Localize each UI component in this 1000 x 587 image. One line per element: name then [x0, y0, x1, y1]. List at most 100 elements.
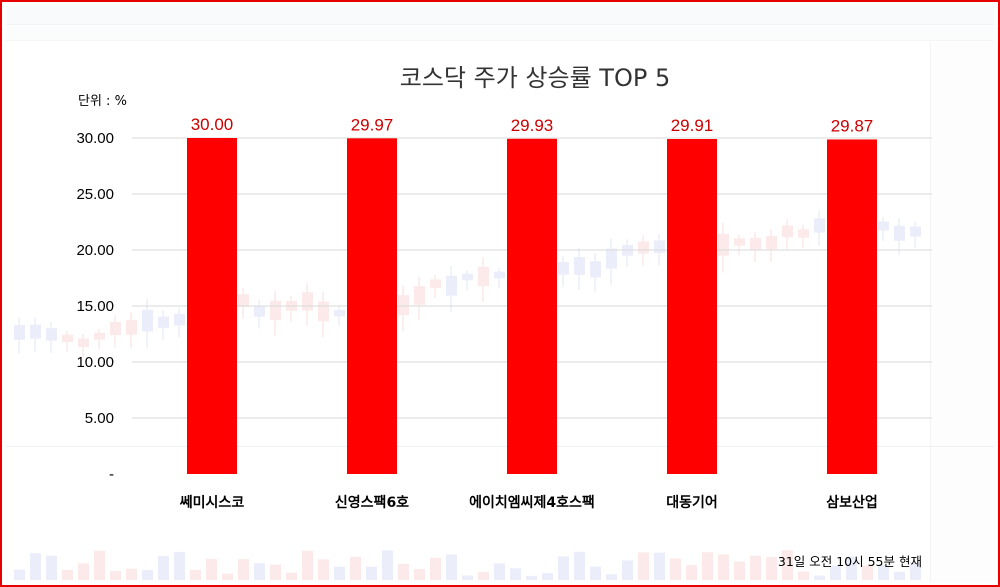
candle-body	[398, 295, 409, 316]
candle-body	[750, 237, 761, 251]
candle-body	[254, 305, 265, 317]
data-label: 29.93	[511, 116, 554, 135]
candle-body	[638, 241, 649, 254]
volume-bar	[814, 575, 825, 580]
candle-body	[302, 292, 313, 311]
data-label: 29.91	[671, 116, 714, 135]
candle-body	[478, 266, 489, 287]
volume-bar	[670, 558, 681, 580]
volume-bar	[798, 571, 809, 580]
volume-bar	[910, 562, 921, 580]
candle-body	[558, 262, 569, 275]
volume-bar	[766, 557, 777, 580]
timestamp-note: 31일 오전 10시 55분 현재	[778, 554, 922, 569]
volume-bar	[334, 566, 345, 580]
volume-bar	[430, 557, 441, 580]
candle-body	[334, 310, 345, 317]
category-label: 신영스팩6호	[335, 494, 409, 511]
volume-bar	[94, 550, 105, 580]
volume-bar	[30, 553, 41, 580]
volume-bar	[862, 565, 873, 580]
candle-body	[782, 225, 793, 238]
candle-body	[174, 313, 185, 326]
background-volume-divider	[6, 446, 994, 447]
candle-body	[878, 221, 889, 231]
volume-bar	[110, 571, 121, 580]
data-label: 30.00	[191, 115, 234, 134]
y-axis-tick-labels: - 5.00 10.00 15.00 20.00 25.00 30.00	[76, 130, 114, 483]
volume-bar	[350, 556, 361, 580]
volume-bar	[366, 566, 377, 580]
volume-bar	[878, 565, 889, 580]
volume-bar	[638, 552, 649, 580]
category-label: 쎄미시스코	[180, 495, 245, 511]
volume-bar	[254, 563, 265, 580]
bar	[187, 138, 237, 474]
candle-body	[734, 238, 745, 246]
candle-body	[910, 226, 921, 237]
volume-bar	[894, 571, 905, 580]
y-tick-label: 5.00	[85, 410, 114, 427]
candle-body	[894, 225, 905, 241]
volume-bar	[126, 568, 137, 580]
volume-bar	[270, 564, 281, 580]
candle-body	[270, 300, 281, 321]
volume-bar	[846, 556, 857, 580]
volume-bar	[542, 573, 553, 580]
volume-bar	[462, 575, 473, 580]
volume-bar	[78, 563, 89, 580]
volume-bar	[62, 569, 73, 580]
volume-bar	[830, 565, 841, 580]
candle-body	[158, 316, 169, 328]
candle-body	[62, 334, 73, 342]
candle-body	[462, 273, 473, 281]
volume-bar	[238, 559, 249, 580]
volume-bar	[782, 550, 793, 580]
volume-bar	[526, 575, 537, 580]
bars	[187, 138, 877, 474]
candle-body	[718, 233, 729, 256]
y-tick-label: 10.00	[76, 354, 114, 371]
volume-bar	[206, 559, 217, 580]
candle-body	[110, 321, 121, 336]
y-tick-label: 15.00	[76, 298, 114, 315]
volume-bar	[574, 551, 585, 580]
bar	[827, 139, 877, 474]
background-price-axis	[930, 42, 995, 582]
volume-bar	[686, 565, 697, 580]
volume-bar	[446, 554, 457, 580]
volume-bar	[750, 555, 761, 580]
candle-body	[30, 324, 41, 339]
candle-body	[430, 279, 441, 288]
volume-bar	[734, 561, 745, 580]
data-labels: 30.00 29.97 29.93 29.91 29.87	[191, 115, 874, 135]
candle-body	[318, 301, 329, 322]
candle-body	[14, 324, 25, 340]
data-label: 29.87	[831, 116, 874, 135]
category-labels: 쎄미시스코 신영스팩6호 에이치엠씨제4호스팩 대동기어 삼보산업	[180, 494, 878, 511]
volume-bar	[702, 552, 713, 580]
background-quote-bar	[6, 26, 994, 41]
bar	[347, 138, 397, 474]
data-label: 29.97	[351, 115, 394, 134]
bar	[507, 138, 557, 474]
candle-body	[574, 257, 585, 275]
volume-bar	[494, 563, 505, 580]
volume-bar	[302, 550, 313, 580]
background-toolbar	[6, 6, 994, 25]
candle-body	[78, 338, 89, 348]
category-label: 에이치엠씨제4호스팩	[469, 494, 595, 511]
volume-bar	[718, 554, 729, 580]
volume-bar	[654, 552, 665, 580]
volume-bar	[158, 555, 169, 580]
candle-body	[606, 248, 617, 269]
volume-bar	[318, 559, 329, 580]
candle-body	[94, 332, 105, 340]
volume-bar	[510, 568, 521, 580]
volume-bar	[222, 573, 233, 580]
candle-body	[814, 218, 825, 233]
bar	[667, 139, 717, 474]
